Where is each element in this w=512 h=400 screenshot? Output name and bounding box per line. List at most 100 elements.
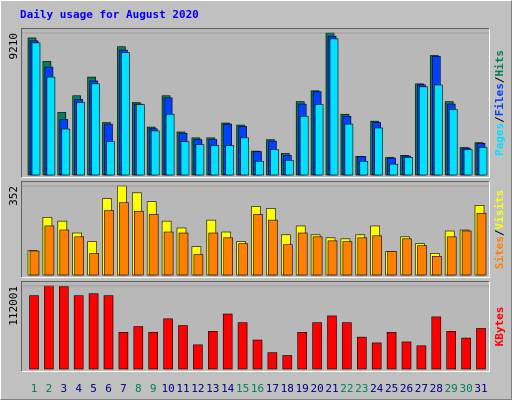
bar [448,109,458,176]
x-tick-label: 6 [105,382,112,395]
legend-separator: / [493,229,506,236]
bar [61,128,71,176]
bar [44,225,55,276]
bar [225,145,234,176]
bar [210,145,220,176]
bar [359,160,369,176]
bar [222,313,233,370]
bar [267,352,278,370]
x-tick-label: 22 [340,382,353,395]
bar [389,163,398,176]
bar [178,232,189,276]
x-tick-label: 28 [430,382,443,395]
bar [253,214,263,276]
bar [180,141,190,176]
bar [356,336,367,370]
bar [327,315,337,370]
x-tick-label: 17 [266,382,279,395]
x-tick-label: 19 [296,382,309,395]
legend-entry: KBytes [493,307,506,347]
bar [342,322,352,370]
x-tick-label: 30 [459,382,472,395]
x-tick-label: 4 [75,382,82,395]
bar [371,342,382,370]
bar [446,236,457,276]
bar [150,130,160,176]
x-tick-label: 2 [46,382,53,395]
bar [240,137,249,176]
bar [386,332,397,370]
legend: Sites/Visits [493,190,506,270]
bar [342,241,353,276]
bar [419,86,428,176]
bar [357,237,368,276]
bar [404,157,413,176]
bar [133,326,144,370]
bar [297,332,308,370]
bar [329,38,339,176]
x-tick-label: 20 [310,382,323,395]
bar [255,160,264,176]
legend: KBytes [493,307,506,347]
bar [461,230,472,276]
bar [476,213,487,276]
bar [284,160,294,176]
legend-entry: Visits [493,190,506,230]
x-tick-label: 31 [474,382,487,395]
bar [136,104,145,176]
bar [119,202,129,276]
bar [268,219,278,276]
bar [148,214,159,276]
bar [431,255,442,276]
bar [237,322,248,370]
x-tick-label: 5 [90,382,97,395]
bar [238,243,248,276]
x-tick-label: 10 [161,382,174,395]
bar [118,332,129,370]
bar [134,210,144,276]
bar [387,251,397,276]
x-tick-label: 8 [135,382,142,395]
legend-separator: / [493,76,506,83]
bar [89,253,99,276]
x-tick-label: 27 [415,382,428,395]
x-tick-label: 21 [325,382,338,395]
y-tick-label: 352 [7,186,20,206]
bar [282,244,293,276]
bar [223,237,233,276]
bar [312,236,323,276]
x-tick-label: 3 [60,382,67,395]
bar [446,331,457,370]
x-tick-label: 13 [206,382,219,395]
bar [163,318,173,370]
bar [88,293,99,370]
bar [327,240,338,276]
x-tick-label: 7 [120,382,127,395]
panel-bevel-light [21,281,490,372]
legend-entry: Pages [493,123,506,156]
x-tick-label: 26 [400,382,413,395]
bar [76,102,85,176]
bar [297,232,308,276]
bar [29,295,39,370]
x-tick-label: 9 [150,382,157,395]
panel-bevel-light [21,28,490,178]
x-tick-label: 1 [31,382,38,395]
bar [165,113,175,176]
bar [208,331,218,370]
x-tick-label: 12 [191,382,204,395]
bar [476,328,486,370]
legend: Pages/Files/Hits [493,50,506,156]
bar [106,141,115,176]
bar [193,254,204,276]
legend-entry: Files [493,83,506,116]
bar [195,144,205,176]
bar [314,104,324,176]
bar [178,325,188,370]
bar [344,123,354,176]
bar [431,316,442,370]
panel-bevel-dark [21,181,490,278]
bar [91,83,100,176]
